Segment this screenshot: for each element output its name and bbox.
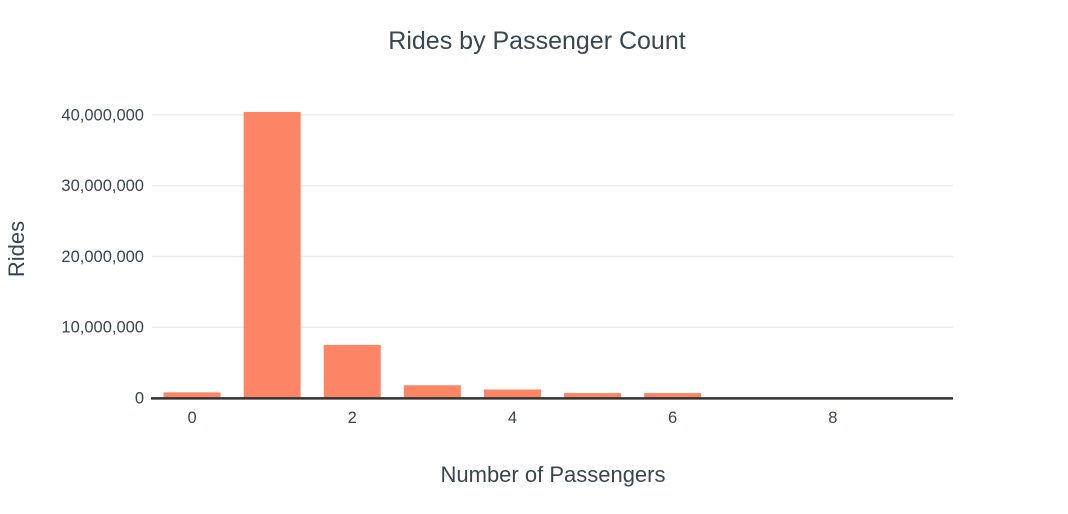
y-tick-label: 10,000,000 [61, 319, 144, 337]
bar-x3 [403, 385, 461, 398]
y-axis-title: Rides [4, 221, 29, 277]
bar-x4 [483, 389, 541, 398]
chart-title: Rides by Passenger Count [388, 27, 685, 55]
y-tick-labels: 0 10,000,000 20,000,000 30,000,000 40,000,00… [61, 106, 144, 407]
x-tick-label: 6 [668, 409, 677, 427]
bar-x2 [323, 344, 381, 398]
bar-x6 [644, 393, 702, 398]
bar-x0 [163, 392, 221, 398]
y-tick-label: 30,000,000 [61, 177, 144, 195]
x-tick-label: 0 [187, 409, 196, 427]
x-tick-label: 8 [828, 409, 837, 427]
x-tick-label: 4 [508, 409, 517, 427]
bars-layer [163, 111, 702, 398]
y-tick-label: 0 [135, 390, 144, 408]
y-tick-label: 20,000,000 [61, 248, 144, 266]
x-tick-labels: 0 2 4 6 8 [187, 409, 837, 427]
y-tick-label: 40,000,000 [61, 106, 144, 124]
x-tick-label: 2 [348, 409, 357, 427]
bar-x5 [564, 393, 622, 398]
x-axis-title: Number of Passengers [441, 462, 666, 487]
bar-x1 [243, 111, 301, 398]
